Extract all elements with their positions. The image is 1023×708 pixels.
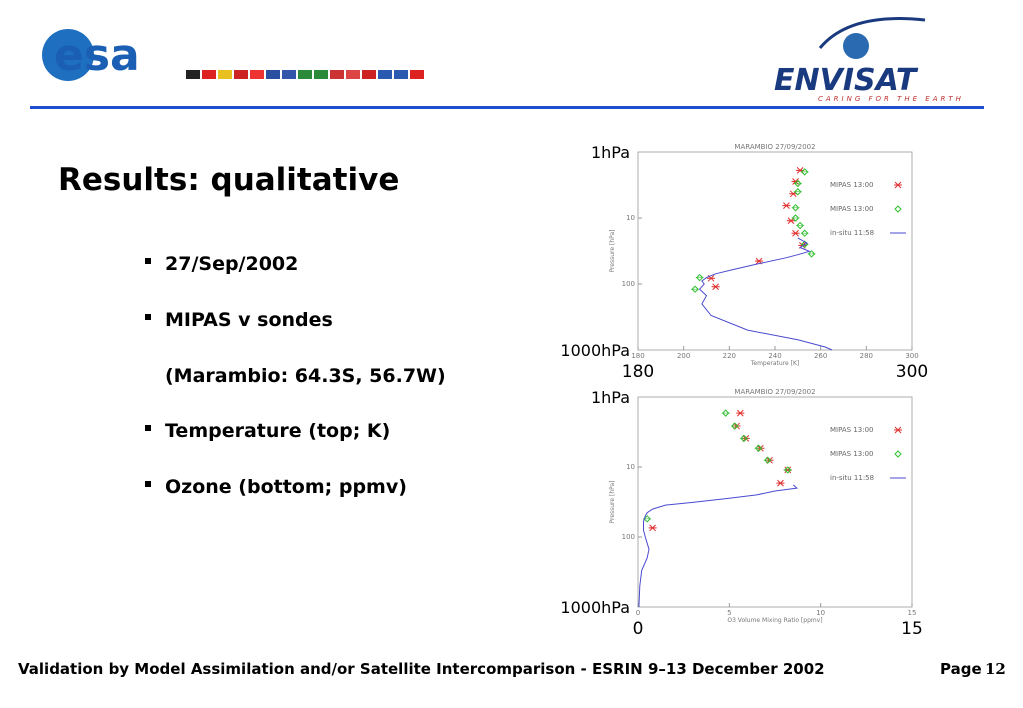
header-rule (30, 106, 984, 109)
envisat-arc (818, 17, 926, 49)
inner-y-tick-label: 10 (626, 463, 635, 471)
bullet-icon (145, 481, 151, 487)
bullet: Temperature (top; K) (165, 420, 390, 442)
slide-title: Results: qualitative (58, 162, 399, 198)
y-tick-label: 1000hPa (560, 598, 630, 617)
diamond-marker (731, 422, 739, 430)
inner-x-tick-label: 300 (905, 352, 918, 360)
flags (186, 70, 424, 79)
legend-marker (894, 205, 902, 213)
bullet: MIPAS v sondes (165, 309, 333, 331)
inner-x-tick-label: 200 (677, 352, 690, 360)
diamond-marker (800, 168, 809, 176)
diamond-marker (796, 221, 804, 230)
x-tick-label: 300 (896, 362, 928, 382)
x-tick-label: 180 (622, 362, 654, 382)
inner-x-tick-label: 15 (908, 609, 917, 617)
diamond-marker (791, 204, 800, 212)
diamond-marker (740, 434, 748, 443)
inner-x-tick-label: 260 (814, 352, 827, 360)
star-marker (648, 524, 657, 532)
inner-y-tick-label: 100 (622, 280, 635, 288)
bullet-icon (145, 425, 151, 431)
y-axis-label: Pressure [hPa] (609, 480, 616, 523)
esa-logo: esa (54, 30, 140, 81)
chart-title: MARAMBIO 27/09/2002 (734, 388, 815, 396)
bullet-icon (145, 258, 151, 264)
y-tick-label: 1hPa (591, 143, 630, 162)
y-tick-label: 1hPa (591, 388, 630, 407)
legend-label: MIPAS 13:00 (830, 450, 874, 458)
profile-line (638, 484, 799, 608)
x-tick-label: 0 (633, 619, 644, 639)
legend-label: MIPAS 13:00 (830, 426, 874, 434)
legend-marker (894, 450, 902, 458)
bullet: Ozone (bottom; ppmv) (165, 476, 407, 498)
diamond-marker (794, 188, 802, 196)
inner-x-tick-label: 180 (631, 352, 644, 360)
envisat-logo: ENVISAT (774, 63, 919, 98)
inner-x-tick-label: 10 (816, 609, 825, 617)
plot-frame (637, 396, 913, 608)
tagline: CARING FOR THE EARTH (818, 95, 964, 103)
diamond-marker (695, 273, 704, 282)
diamond-marker (791, 214, 800, 222)
legend-label: in-situ 11:58 (830, 474, 874, 482)
legend-label: MIPAS 13:00 (830, 205, 874, 213)
star-marker (776, 479, 785, 487)
diamond-marker (784, 466, 792, 474)
inner-x-tick-label: 220 (723, 352, 736, 360)
diamond-marker (691, 285, 699, 293)
inner-y-tick-label: 10 (626, 214, 635, 222)
plot-background (600, 140, 920, 364)
page-number: 12 (985, 660, 1006, 678)
chart-title: MARAMBIO 27/09/2002 (734, 143, 815, 151)
legend-label: in-situ 11:58 (830, 229, 874, 237)
star-marker (782, 202, 791, 210)
esa-globe (42, 29, 94, 81)
bullet-icon (145, 314, 151, 320)
bullet: 27/Sep/2002 (165, 253, 298, 275)
legend-marker (894, 426, 902, 434)
profile-line (698, 237, 833, 351)
inner-x-tick-label: 0 (636, 609, 640, 617)
x-axis-label: O3 Volume Mixing Ratio [ppmv] (727, 617, 822, 624)
x-tick-label: 15 (901, 619, 923, 639)
page-label: Page (940, 660, 982, 678)
legend-label: MIPAS 13:00 (830, 181, 874, 189)
diamond-marker (800, 229, 809, 237)
star-marker (711, 283, 720, 291)
inner-y-tick-label: 100 (622, 533, 635, 541)
legend-marker (894, 181, 902, 189)
y-axis-label: Pressure [hPa] (609, 229, 616, 272)
envisat-globe (843, 33, 869, 59)
bullet-note: (Marambio: 64.3S, 56.7W) (165, 365, 446, 387)
inner-x-tick-label: 5 (727, 609, 731, 617)
inner-x-tick-label: 240 (768, 352, 781, 360)
footer-text: Validation by Model Assimilation and/or … (18, 660, 825, 678)
diamond-marker (754, 444, 763, 452)
diamond-marker (807, 250, 816, 258)
diamond-marker (794, 179, 802, 188)
diamond-marker (721, 409, 730, 417)
star-marker (736, 409, 745, 417)
inner-x-tick-label: 280 (860, 352, 873, 360)
plot-background (600, 385, 920, 621)
diamond-marker (763, 456, 772, 464)
star-marker (791, 229, 800, 237)
y-tick-label: 1000hPa (560, 341, 630, 360)
x-axis-label: Temperature [K] (750, 360, 800, 367)
